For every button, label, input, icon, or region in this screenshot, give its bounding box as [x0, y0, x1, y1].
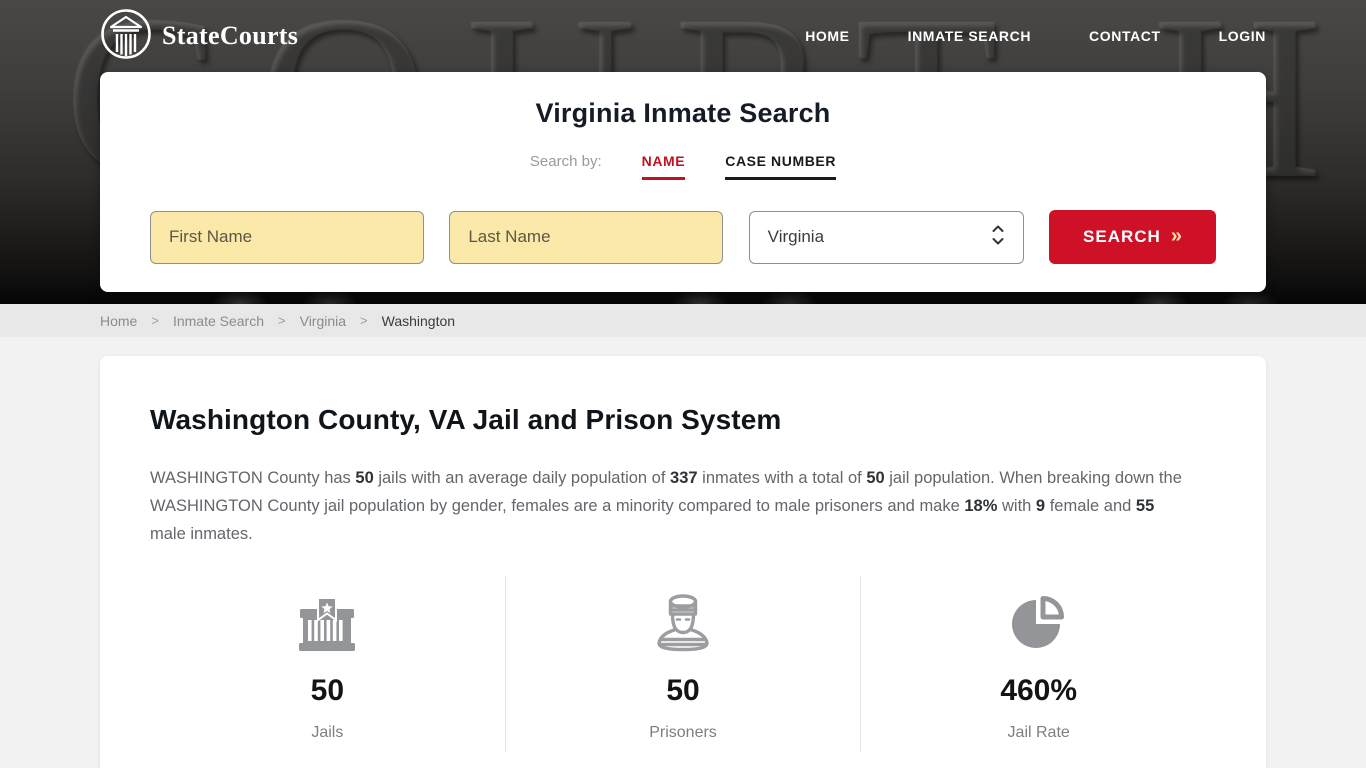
header-banner: COURT·HOUSE StateCourts [0, 0, 1366, 304]
page-title: Washington County, VA Jail and Prison Sy… [150, 404, 782, 435]
tab-search-by-case-number[interactable]: CASE NUMBER [725, 153, 837, 180]
breadcrumb-separator: > [360, 313, 368, 328]
inmate-search-card: Virginia Inmate Search Search by: NAME C… [100, 72, 1266, 292]
breadcrumb: Home > Inmate Search > Virginia > Washin… [0, 304, 1366, 337]
nav-home[interactable]: HOME [805, 28, 850, 44]
stat-jails: 50 Jails [150, 576, 505, 752]
brand-name: StateCourts [162, 21, 299, 50]
state-select-value: Virginia [767, 227, 825, 246]
search-card-title: Virginia Inmate Search [535, 98, 831, 128]
stat-prisoners-label: Prisoners [649, 724, 717, 741]
stat-jail-rate: 460% Jail Rate [860, 576, 1216, 752]
brand-logo[interactable]: StateCourts [100, 8, 298, 65]
stat-prisoners-value: 50 [666, 674, 700, 707]
top-navigation-bar: StateCourts HOME INMATE SEARCH CONTACT L… [0, 0, 1366, 62]
last-name-input[interactable] [449, 210, 724, 264]
courthouse-logo-icon [100, 8, 152, 65]
stat-jails-label: Jails [311, 724, 344, 741]
county-stats-row: 50 Jails [150, 576, 1216, 752]
search-button-label: SEARCH [1083, 227, 1161, 246]
first-name-input[interactable] [150, 210, 424, 264]
pie-chart-icon [1007, 590, 1071, 652]
breadcrumb-separator: > [278, 313, 286, 328]
stat-jails-value: 50 [310, 674, 345, 707]
search-form: Virginia SEARCH » [150, 210, 1216, 264]
stat-jail-rate-value: 460% [1000, 674, 1078, 707]
jail-building-icon [296, 590, 358, 652]
county-summary-paragraph: WASHINGTON County has 50 jails with an a… [150, 469, 1182, 543]
select-up-down-icon [991, 224, 1005, 251]
breadcrumb-virginia[interactable]: Virginia [299, 312, 347, 329]
state-select[interactable]: Virginia [748, 210, 1024, 264]
county-jail-card: Washington County, VA Jail and Prison Sy… [100, 356, 1266, 768]
nav-login[interactable]: LOGIN [1218, 28, 1266, 44]
main-content-area: Washington County, VA Jail and Prison Sy… [0, 337, 1366, 768]
double-chevron-right-icon: » [1170, 224, 1182, 247]
search-by-row: Search by: NAME CASE NUMBER [150, 153, 1216, 180]
breadcrumb-separator: > [151, 313, 159, 328]
nav-contact[interactable]: CONTACT [1089, 28, 1161, 44]
main-nav: HOME INMATE SEARCH CONTACT LOGIN [805, 28, 1266, 44]
breadcrumb-washington: Washington [381, 312, 456, 329]
search-button[interactable]: SEARCH » [1048, 210, 1216, 264]
stat-prisoners: 50 Prisoners [504, 576, 861, 752]
nav-inmate-search[interactable]: INMATE SEARCH [907, 28, 1032, 44]
stat-jail-rate-label: Jail Rate [1007, 724, 1070, 741]
prisoner-icon [651, 590, 715, 652]
tab-search-by-name[interactable]: NAME [641, 153, 686, 180]
search-by-label: Search by: [529, 153, 602, 170]
breadcrumb-home[interactable]: Home [100, 312, 138, 329]
breadcrumb-inmate-search[interactable]: Inmate Search [172, 312, 265, 329]
